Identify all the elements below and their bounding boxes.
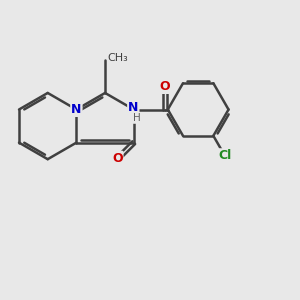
Text: CH₃: CH₃ <box>108 53 129 63</box>
Text: Cl: Cl <box>218 149 232 162</box>
Text: N: N <box>71 103 82 116</box>
Text: O: O <box>160 80 170 93</box>
Text: H: H <box>133 113 140 123</box>
Text: N: N <box>128 101 139 114</box>
Text: O: O <box>112 152 122 165</box>
